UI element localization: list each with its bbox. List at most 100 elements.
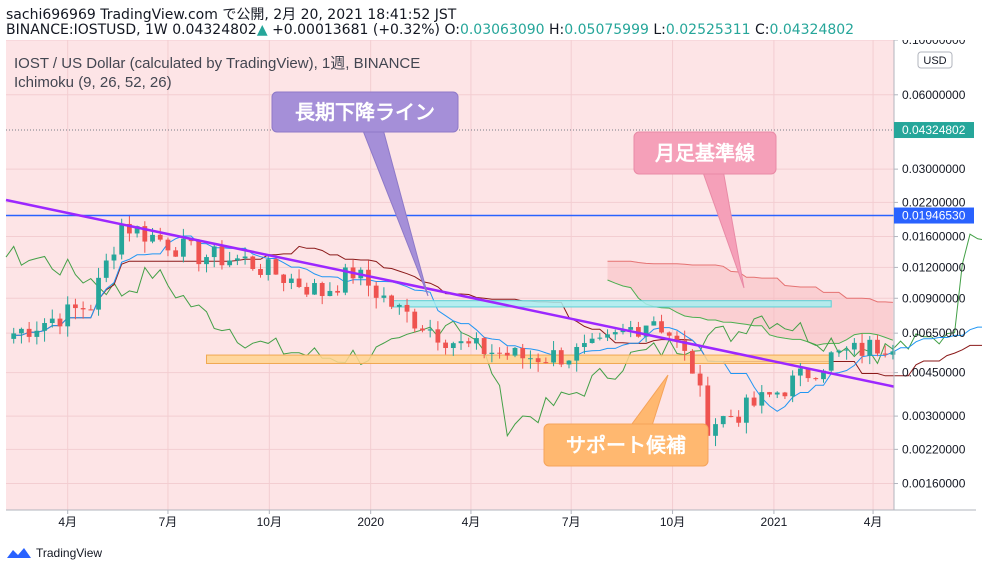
candle-2019-06-17 <box>150 234 155 242</box>
descending-trendline <box>5 198 895 388</box>
last-price-tag-bg <box>894 122 974 139</box>
candle-2020-02-10 <box>412 311 418 329</box>
candle-2019-07-29 <box>196 241 202 265</box>
candle-2019-08-05 <box>204 257 209 265</box>
candle-2020-10-19 <box>689 350 695 374</box>
ichimoku-tenkan <box>13 235 982 412</box>
candle-2020-08-10 <box>612 332 618 335</box>
candle-2019-09-30 <box>265 259 271 275</box>
candle-2019-09-23 <box>258 268 263 275</box>
callout-monthly-base: 月足基準線 <box>633 131 777 289</box>
candle-2019-08-12 <box>211 246 217 258</box>
legend-indicator: Ichimoku (9, 26, 52, 26) <box>14 74 172 91</box>
candle-2020-02-17 <box>420 328 425 331</box>
candle-2019-03-18 <box>49 318 55 324</box>
candle-2020-04-06 <box>474 338 479 344</box>
x-tick-label: 4月 <box>864 515 883 529</box>
candle-2020-08-24 <box>628 327 634 330</box>
candle-2019-08-26 <box>227 260 233 266</box>
tradingview-footer[interactable]: TradingView <box>6 546 102 560</box>
price-chart[interactable]: 0.10000000 0.06000000 0.03000000 0.02200000… <box>0 40 982 536</box>
y-tick-label: 0.00160000 <box>902 477 966 491</box>
last-price: 0.04324802 <box>172 22 257 38</box>
candle-2020-11-16 <box>720 416 726 425</box>
candle-2020-02-24 <box>427 329 433 331</box>
ichimoku-lagging-span <box>5 233 982 438</box>
close-label: C: <box>754 22 770 38</box>
candle-2019-05-13 <box>111 254 117 261</box>
support-zone <box>206 354 832 364</box>
candle-2020-06-22 <box>558 350 564 365</box>
ohlc-line: BINANCE:IOSTUSD, 1W 0.04324802▲ +0.00013… <box>6 22 854 38</box>
candle-2021-02-01 <box>805 368 811 379</box>
candle-2019-12-09 <box>342 267 348 293</box>
candle-2020-06-15 <box>551 350 556 363</box>
candle-2019-04-22 <box>88 309 94 311</box>
candle-2019-09-02 <box>234 258 240 261</box>
footer-brand: TradingView <box>36 546 103 560</box>
legend-title: IOST / US Dollar (calculated by TradingV… <box>14 55 420 72</box>
candle-2021-04-05 <box>875 339 880 354</box>
price-change: +0.00013681 (+0.32%) <box>272 22 440 38</box>
candle-2020-04-27 <box>497 352 502 354</box>
hline-price-tag-bg <box>894 207 974 224</box>
callout-support-text: サポート候補 <box>566 433 686 457</box>
candle-2020-04-13 <box>481 338 487 354</box>
high-value: 0.05075999 <box>564 22 649 38</box>
y-tick-label: 0.10000000 <box>902 40 966 47</box>
candle-2020-06-08 <box>543 362 549 364</box>
candle-2020-03-09 <box>443 342 448 349</box>
open-label: O: <box>444 22 460 38</box>
x-tick-label: 10月 <box>660 515 685 529</box>
candle-2020-07-13 <box>582 343 587 347</box>
candle-2020-12-21 <box>759 392 765 406</box>
candle-2021-01-11 <box>782 392 788 397</box>
callout-trendline: 長期下降ライン <box>271 91 459 297</box>
candle-2021-03-29 <box>867 339 873 356</box>
candle-2020-05-25 <box>528 358 533 360</box>
y-tick-label: 0.00450000 <box>902 366 966 380</box>
candle-2019-10-21 <box>288 278 294 283</box>
y-tick-label: 0.00220000 <box>902 442 966 456</box>
candle-2020-01-20 <box>389 295 394 307</box>
candle-2021-01-25 <box>797 368 803 376</box>
y-tick-label: 0.00900000 <box>902 291 966 305</box>
callout-monthly-base-text: 月足基準線 <box>654 141 755 165</box>
candle-2019-03-04 <box>34 330 40 337</box>
symbol-label: BINANCE:IOSTUSD, 1W <box>6 22 168 38</box>
candle-2020-03-23 <box>458 341 464 344</box>
candle-2020-05-04 <box>504 352 510 356</box>
callout-trendline-text: 長期下降ライン <box>295 100 435 124</box>
x-tick-label: 2021 <box>761 515 788 529</box>
candle-2020-12-14 <box>751 397 757 406</box>
low-label: L: <box>653 22 666 38</box>
candle-2019-02-25 <box>26 328 32 337</box>
currency-button[interactable]: USD <box>917 51 953 69</box>
candle-2019-06-10 <box>142 226 148 242</box>
x-tick-label: 7月 <box>159 515 178 529</box>
y-tick-label: 0.01200000 <box>902 260 966 274</box>
candle-2019-09-16 <box>250 256 256 269</box>
candle-2019-07-15 <box>180 238 186 257</box>
candle-2019-11-25 <box>327 290 333 297</box>
candle-2020-11-09 <box>713 424 718 436</box>
low-value: 0.02525311 <box>665 22 751 38</box>
candle-2020-04-20 <box>489 352 495 354</box>
candle-2021-01-04 <box>774 392 780 395</box>
y-tick-label: 0.06000000 <box>902 88 966 102</box>
candle-2019-10-28 <box>296 278 302 287</box>
candle-2020-07-20 <box>589 338 595 344</box>
candle-2020-08-17 <box>620 329 626 333</box>
candle-2020-01-13 <box>381 295 387 298</box>
candle-2020-06-01 <box>535 358 541 363</box>
candle-2020-02-03 <box>404 304 410 312</box>
candle-2021-03-08 <box>844 349 850 351</box>
y-tick-label: 0.00300000 <box>902 409 966 423</box>
candle-2020-03-16 <box>450 343 456 349</box>
candle-2019-05-27 <box>127 223 132 234</box>
x-tick-label: 7月 <box>562 515 581 529</box>
y-tick-label: 0.02200000 <box>902 195 966 209</box>
candle-2020-12-07 <box>743 397 749 423</box>
candle-2019-03-25 <box>57 318 63 327</box>
candle-2021-03-01 <box>836 350 842 353</box>
